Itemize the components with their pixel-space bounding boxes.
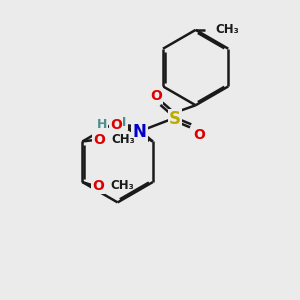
- Text: CH₃: CH₃: [111, 134, 135, 146]
- Text: O: O: [92, 178, 104, 193]
- Text: CH₃: CH₃: [216, 23, 239, 36]
- Text: CH₃: CH₃: [110, 179, 134, 192]
- Text: H: H: [116, 116, 127, 129]
- Text: O: O: [150, 88, 162, 103]
- Text: S: S: [169, 110, 181, 128]
- Text: O: O: [194, 128, 206, 142]
- Text: N: N: [133, 123, 147, 141]
- Text: O: O: [93, 133, 105, 147]
- Text: O: O: [110, 118, 122, 132]
- Text: H: H: [97, 118, 107, 131]
